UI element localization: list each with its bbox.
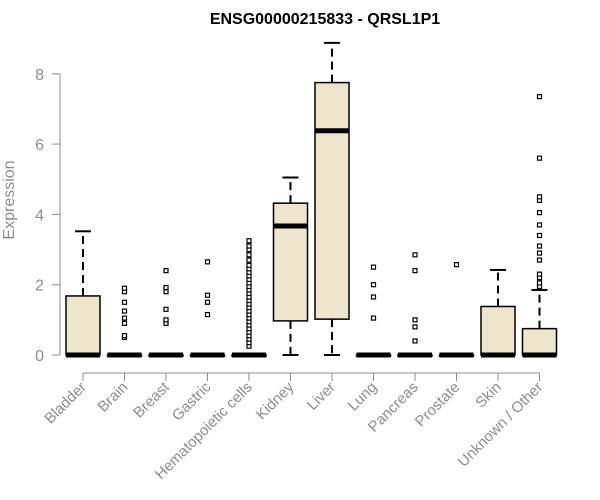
x-tick-label: Bladder: [41, 379, 90, 428]
outlier-point: [121, 285, 128, 291]
box-kidney: [272, 176, 309, 356]
outlier-point: [204, 311, 211, 318]
outlier-point: [536, 194, 543, 200]
outlier-point: [163, 284, 169, 291]
box-lung: [355, 264, 392, 358]
y-tick-label: 4: [35, 207, 44, 224]
box-rect: [272, 202, 309, 322]
outlier-point: [163, 306, 169, 312]
outlier-point: [536, 210, 543, 216]
outlier-point: [121, 308, 128, 314]
outlier-point: [163, 289, 169, 295]
box-hematopoietic-cells: [231, 238, 267, 358]
outlier-point: [246, 257, 252, 263]
outlier-point: [536, 155, 543, 161]
box-pancreas: [397, 252, 433, 358]
outlier-point: [121, 315, 128, 321]
outlier-point: [121, 299, 128, 305]
box-brain: [106, 285, 143, 358]
box-bladder: [65, 230, 101, 358]
box-prostate: [438, 262, 475, 358]
box-rect: [521, 327, 558, 356]
outlier-point: [246, 238, 252, 244]
outlier-point: [536, 243, 543, 249]
outlier-point: [536, 280, 543, 286]
outlier-point: [121, 333, 128, 339]
outlier-point: [370, 294, 377, 300]
y-tick-label: 8: [35, 67, 44, 84]
x-tick-label: Prostate: [412, 379, 464, 431]
outlier-point: [412, 252, 418, 258]
y-axis-label: Expression: [1, 160, 18, 239]
y-axis: 0 2 4 6 8: [35, 67, 61, 365]
y-tick-label: 6: [35, 137, 44, 154]
box-rect: [314, 81, 350, 320]
outlier-point: [163, 268, 169, 274]
box-rect: [480, 305, 516, 356]
x-tick-label: Kidney: [253, 378, 298, 423]
outlier-point: [121, 320, 128, 326]
outlier-point: [536, 94, 543, 100]
outlier-point: [412, 338, 418, 344]
box-breast: [148, 268, 184, 358]
outlier-point: [536, 257, 543, 263]
outlier-point: [370, 315, 377, 321]
outlier-point: [204, 299, 211, 305]
outlier-point: [246, 243, 252, 249]
outlier-point: [412, 324, 418, 330]
box-rect: [65, 295, 101, 356]
x-tick-label: Brain: [95, 379, 132, 416]
x-tick-label: Lung: [345, 379, 381, 415]
box-liver: [314, 41, 350, 356]
box-skin: [480, 268, 516, 358]
x-tick-label: Liver: [304, 379, 339, 414]
outlier-point: [412, 268, 418, 274]
outlier-point: [453, 262, 460, 268]
outlier-point: [246, 252, 252, 258]
box-unknown-other: [521, 94, 558, 358]
outlier-point: [536, 232, 543, 239]
outlier-point: [536, 271, 543, 277]
outlier-point: [204, 292, 211, 298]
boxes-group: [65, 41, 558, 358]
y-tick-label: 0: [35, 348, 44, 365]
outlier-point: [370, 264, 377, 270]
outlier-point: [246, 262, 252, 268]
outlier-point: [536, 250, 543, 256]
outlier-point: [204, 259, 211, 265]
box-gastric: [189, 259, 226, 358]
chart-title: ENSG00000215833 - QRSL1P1: [210, 11, 440, 28]
outlier-point: [412, 317, 418, 323]
y-tick-label: 2: [35, 278, 44, 295]
outlier-point: [370, 282, 377, 288]
x-tick-label: Breast: [130, 378, 173, 421]
outlier-point: [163, 317, 169, 323]
outlier-point: [536, 222, 543, 228]
x-tick-label: Skin: [472, 379, 505, 412]
